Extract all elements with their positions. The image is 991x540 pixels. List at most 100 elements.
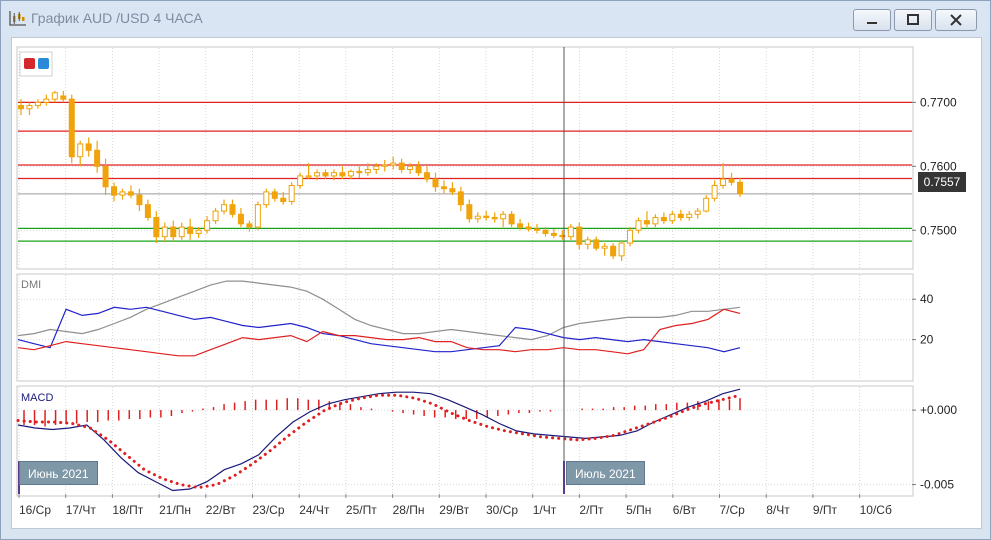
candle-body [643,220,650,225]
restore-button[interactable] [894,9,932,31]
candle-body [229,204,236,215]
x-tick-label: 25/Пт [346,503,377,517]
minimize-button[interactable] [853,9,891,31]
candle-body [601,245,608,249]
candle-body [550,232,557,236]
candle-body [525,226,532,230]
candle-body [153,216,160,238]
candle-body [246,223,253,228]
macd-tick-label: -0.005 [920,478,954,492]
candle-body [263,191,270,206]
close-icon [950,14,962,26]
macd-tick-label: +0.000 [920,403,957,417]
chart-canvas[interactable]: 0.7700 0.7600 0.7500 40 20 +0.000 -0.005 16/Ср… [10,36,981,526]
candle-body [136,194,143,206]
candle-body [618,242,625,257]
candle-body [195,229,202,234]
month-label-july: Июль 2021 [566,461,645,485]
chart-area[interactable] [11,37,982,529]
horizontal-levels[interactable] [18,101,912,242]
candle-body [728,178,735,183]
candle-body [347,170,354,177]
candle-body [68,98,75,158]
close-button[interactable] [935,9,977,31]
indicator-color-toggle[interactable] [19,51,53,77]
macd-panel-frame [16,385,914,497]
candle-body [364,169,371,174]
candle-body [85,143,92,151]
candle-body [483,215,490,218]
candle-body [34,101,41,107]
candle-body [610,245,617,257]
candle-body [449,188,456,193]
current-price-label: 0.7557 [918,172,966,192]
candle-body [491,216,498,220]
blue-swatch [38,58,49,69]
candle-body [330,172,337,177]
candle-body [635,220,642,231]
x-tick-labels: 16/Ср 17/Чт 18/Пт 21/Пн 22/Вт 23/Ср 24/Чт 25/Пт… [18,494,892,517]
candle-body [60,95,67,100]
candle-body [297,175,304,187]
candle-body [18,105,24,110]
candle-body [221,204,228,212]
candle-body [559,234,566,238]
candle-body [593,239,600,249]
candle-body [314,172,321,177]
candle-body [212,210,219,222]
candle-body [432,178,439,188]
x-tick-label: 22/Вт [206,503,236,517]
candle-body [677,213,684,218]
candle-body [415,165,422,174]
grid-lines [18,48,912,495]
candle-body [144,204,151,218]
candle-body [373,165,380,171]
candle-body [398,162,405,171]
candle-body [500,213,507,220]
dmi-lines [17,280,741,357]
macd-line [17,388,741,492]
candle-body [51,92,58,100]
candle-body [694,210,701,215]
dmi-adx-line [17,280,741,341]
candle-body [720,178,727,186]
price-tick-label: 0.7600 [920,159,957,173]
candle-body [669,213,676,222]
month-label-june: Июнь 2021 [19,461,98,485]
x-tick-label: 30/Ср [486,503,518,517]
candle-body [424,172,431,180]
x-tick-label: 23/Ср [253,503,285,517]
candle-body [533,228,540,231]
candle-body [102,165,109,188]
candle-body [111,186,118,196]
x-tick-label: 24/Чт [299,503,330,517]
x-tick-label: 10/Сб [860,503,892,517]
price-panel-frame [16,46,914,270]
candle-body [576,226,583,245]
candle-body [288,185,295,202]
candle-body [542,229,549,234]
minimize-icon [867,22,877,24]
restore-icon [907,14,919,25]
x-tick-label: 29/Вт [439,503,469,517]
candle-body [94,149,101,167]
y-tick-labels: 0.7700 0.7600 0.7500 40 20 +0.000 -0.005 [912,95,957,492]
x-tick-label: 17/Чт [66,503,97,517]
candle-body [127,191,134,196]
candle-body [440,186,447,190]
candle-body [237,213,244,225]
candle-body [119,191,126,196]
candle-body [737,181,743,195]
dmi-minus_di-line [17,308,741,357]
dmi-panel-frame [16,273,914,382]
macd-lines [16,388,742,492]
candle-body [517,223,524,228]
candle-body [204,220,211,231]
x-tick-label: 7/Ср [720,503,746,517]
x-tick-label: 9/Пт [813,503,838,517]
candle-body [686,213,693,218]
candle-body [26,105,33,110]
chart-app-icon [9,11,26,26]
title-bar[interactable]: График AUD /USD 4 ЧАСА [1,1,990,37]
candle-body [627,229,634,244]
